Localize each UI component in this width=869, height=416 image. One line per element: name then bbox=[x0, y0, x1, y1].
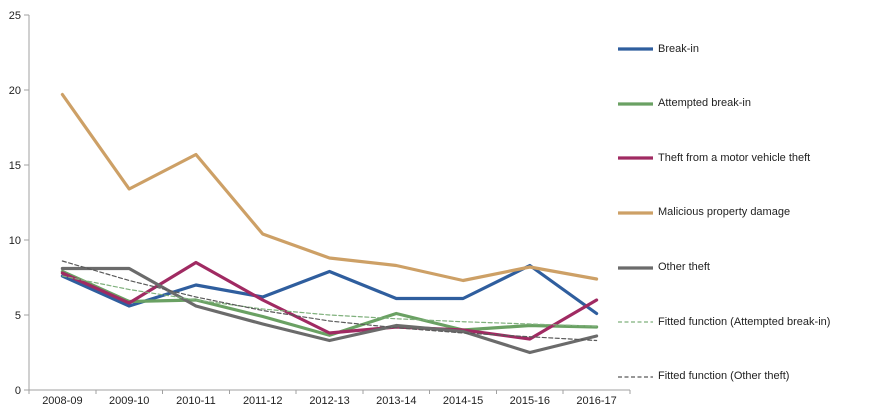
y-tick-label: 25 bbox=[9, 10, 21, 22]
series-line-attempted-break-in bbox=[60, 269, 599, 337]
x-tick-label: 2014-15 bbox=[443, 395, 483, 407]
legend-label: Other theft bbox=[658, 261, 710, 274]
legend-swatch-fitted-function-other-theft bbox=[618, 376, 653, 378]
y-tick-label: 20 bbox=[9, 85, 21, 97]
legend-label: Malicious property damage bbox=[658, 206, 791, 219]
chart-legend: Break-in Attempted break-in Theft from a m… bbox=[617, 0, 867, 416]
legend-swatch-other-theft bbox=[618, 266, 653, 270]
series-line-break-in bbox=[60, 263, 599, 316]
legend-item-break-in: Break-in bbox=[617, 42, 699, 56]
y-tick-label: 0 bbox=[15, 385, 21, 397]
series-line-fitted-function-other-theft bbox=[61, 260, 598, 342]
legend-item-fitted-function-other-theft: Fitted function (Other theft) bbox=[617, 370, 789, 384]
legend-label: Attempted break-in bbox=[658, 97, 751, 110]
legend-label: Break-in bbox=[658, 42, 699, 55]
legend-label: Theft from a motor vehicle theft bbox=[658, 151, 811, 164]
legend-swatch-malicious-property-damage bbox=[618, 211, 653, 215]
x-tick-label: 2015-16 bbox=[510, 395, 550, 407]
legend-swatch-fitted-function-attempted-break-in bbox=[618, 321, 653, 323]
legend-swatch-theft-from-a-motor-vehicle-theft bbox=[618, 156, 653, 160]
y-tick-label: 10 bbox=[9, 235, 21, 247]
series-line-malicious-property-damage bbox=[60, 92, 599, 283]
y-tick-label: 5 bbox=[15, 310, 21, 322]
legend-label: Fitted function (Other theft) bbox=[658, 370, 790, 383]
x-tick-label: 2008-09 bbox=[42, 395, 82, 407]
x-tick-label: 2016-17 bbox=[576, 395, 616, 407]
x-tick-label: 2010-11 bbox=[176, 395, 216, 407]
y-tick-label: 15 bbox=[9, 160, 21, 172]
legend-item-theft-from-a-motor-vehicle-theft: Theft from a motor vehicle theft bbox=[617, 151, 810, 165]
legend-label: Fitted function (Attempted break-in) bbox=[658, 315, 831, 328]
series-line-fitted-function-attempted-break-in bbox=[61, 275, 598, 327]
x-tick-label: 2012-13 bbox=[309, 395, 349, 407]
x-tick-label: 2009-10 bbox=[109, 395, 149, 407]
legend-item-other-theft: Other theft bbox=[617, 261, 710, 275]
legend-item-malicious-property-damage: Malicious property damage bbox=[617, 206, 790, 220]
x-tick-label: 2011-12 bbox=[243, 395, 283, 407]
legend-swatch-attempted-break-in bbox=[618, 102, 653, 106]
series-line-other-theft bbox=[60, 266, 599, 355]
legend-swatch-break-in bbox=[618, 47, 653, 51]
series-group bbox=[60, 92, 599, 355]
axes-group: 0 5 10 15 20 25 2008-09 2009-10 2010-11 2011-12 20… bbox=[9, 10, 631, 407]
x-tick-label: 2013-14 bbox=[376, 395, 416, 407]
legend-item-fitted-function-attempted-break-in: Fitted function (Attempted break-in) bbox=[617, 315, 830, 329]
legend-item-attempted-break-in: Attempted break-in bbox=[617, 97, 751, 111]
